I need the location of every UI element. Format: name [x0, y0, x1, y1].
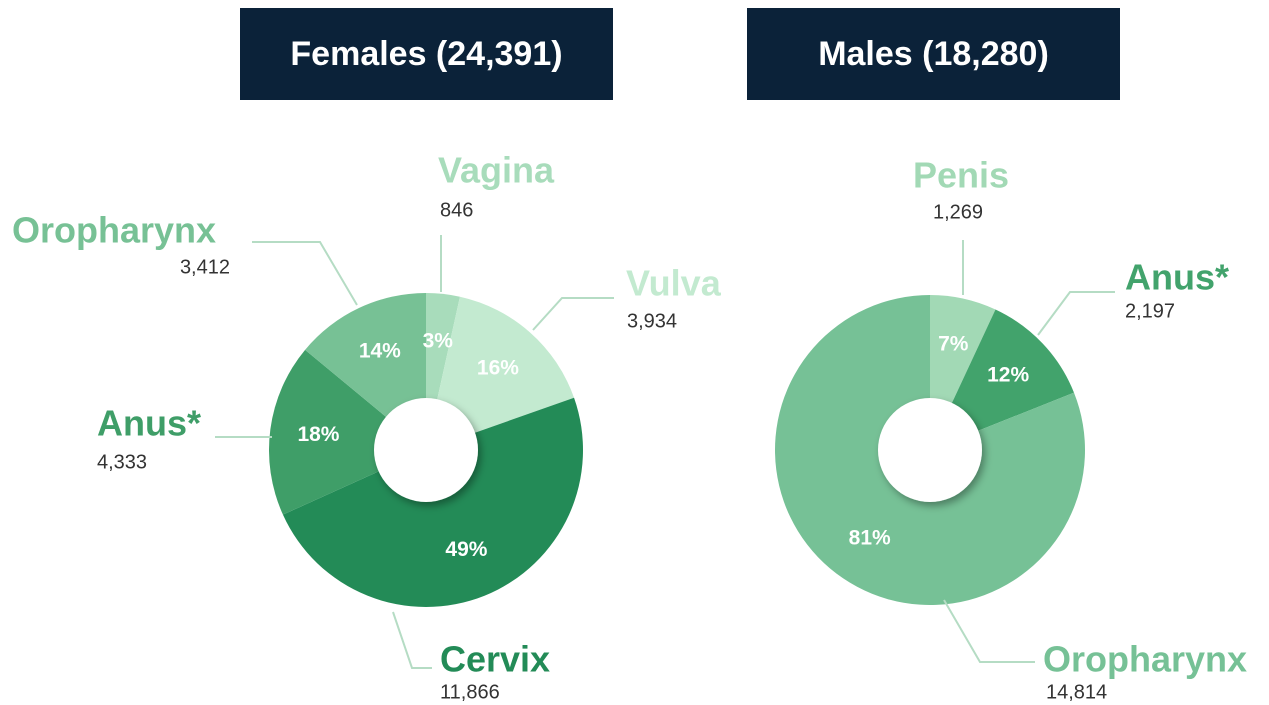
chart-title: Females (24,391)	[290, 35, 562, 73]
category-label: Penis	[913, 155, 1009, 196]
count-label: 846	[440, 199, 473, 221]
percent-label: 7%	[938, 333, 969, 356]
percent-label: 3%	[423, 330, 454, 353]
leader-line	[1037, 291, 1115, 336]
percent-label: 14%	[359, 339, 401, 362]
donut-hole	[374, 398, 478, 502]
percent-label: 81%	[849, 527, 891, 550]
title-box	[747, 8, 1120, 100]
chart-title: Males (18,280)	[818, 35, 1049, 73]
percent-label: 49%	[445, 538, 487, 561]
category-label: Oropharynx	[12, 210, 216, 251]
leader-line	[392, 611, 432, 669]
leader-line	[943, 599, 1035, 663]
category-label: Anus*	[1125, 257, 1229, 298]
category-label: Oropharynx	[1043, 639, 1247, 680]
pie-slice	[426, 296, 575, 450]
category-label: Cervix	[440, 639, 550, 680]
title-box	[240, 8, 613, 100]
leader-line	[252, 241, 358, 306]
percent-label: 18%	[297, 423, 339, 446]
count-label: 11,866	[440, 681, 500, 703]
donut-hole	[878, 398, 982, 502]
percent-label: 16%	[477, 356, 519, 379]
count-label: 14,814	[1046, 681, 1107, 703]
count-label: 1,269	[933, 201, 983, 223]
percent-label: 12%	[987, 364, 1029, 387]
count-label: 3,934	[627, 310, 677, 332]
count-label: 3,412	[180, 256, 230, 278]
count-label: 2,197	[1125, 300, 1175, 322]
count-label: 4,333	[97, 451, 147, 473]
category-label: Vulva	[626, 263, 722, 304]
leader-line	[532, 297, 614, 331]
pie-slice	[269, 349, 426, 515]
category-label: Vagina	[438, 150, 555, 191]
category-label: Anus*	[97, 403, 201, 444]
pie-slice	[282, 397, 584, 608]
